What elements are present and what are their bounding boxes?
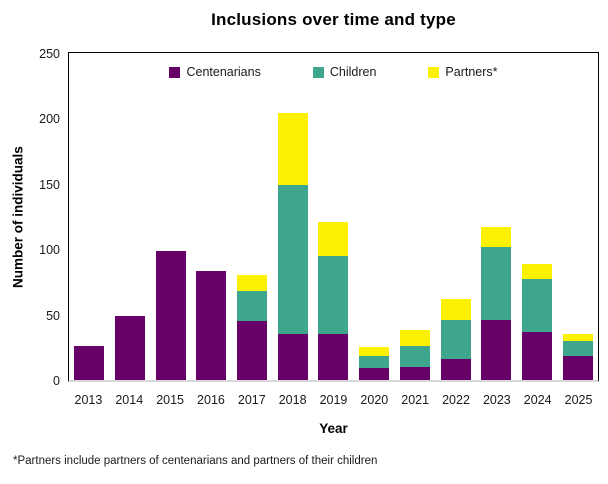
y-axis-title: Number of individuals: [10, 146, 26, 288]
bar-segment-partners-2019: [318, 221, 349, 256]
plot-area: Centenarians Children Partners* 0 50 100 150 2…: [39, 47, 599, 388]
bar-segment-centenarians-2017: [237, 321, 268, 380]
bar-segment-partners-2023: [481, 227, 512, 247]
bar-slot-2017: [232, 53, 273, 380]
bar-2023: [481, 227, 512, 380]
bars-container: [69, 53, 598, 380]
bar-segment-centenarians-2015: [155, 250, 186, 380]
x-tick-2020: 2020: [360, 393, 389, 407]
bar-segment-partners-2024: [521, 263, 552, 280]
y-tick-50: 50: [46, 308, 60, 323]
y-tick-0: 0: [53, 374, 60, 388]
x-axis-ticks: 2013 2014 2015 2016 2017 2018 2019 2020 2021 2022…: [68, 393, 599, 407]
bar-2024: [521, 263, 552, 380]
footnote: *Partners include partners of centenaria…: [13, 455, 378, 467]
bar-segment-children-2020: [359, 356, 390, 369]
bar-segment-children-2024: [521, 279, 552, 332]
bar-slot-2024: [517, 53, 558, 380]
x-axis-title: Year: [319, 421, 348, 436]
legend-label: Children: [329, 65, 377, 79]
bar-segment-centenarians-2018: [277, 334, 308, 380]
y-tick-150: 150: [39, 177, 60, 192]
bar-segment-centenarians-2022: [440, 359, 471, 380]
bar-segment-partners-2025: [562, 334, 593, 341]
bar-2015: [155, 250, 186, 380]
bar-slot-2025: [557, 53, 598, 380]
bar-2016: [196, 271, 227, 380]
x-tick-2016: 2016: [197, 393, 225, 407]
legend-swatch-centenarians: [169, 66, 181, 78]
x-tick-2021: 2021: [401, 393, 430, 407]
bar-slot-2014: [110, 53, 151, 380]
bar-slot-2021: [395, 53, 436, 380]
bar-2025: [562, 334, 593, 380]
bar-segment-children-2025: [562, 340, 593, 357]
legend-label: Partners*: [445, 65, 498, 79]
bar-segment-children-2021: [399, 346, 430, 367]
bar-segment-centenarians-2024: [521, 331, 552, 380]
bar-2013: [74, 346, 105, 380]
bar-segment-children-2018: [277, 185, 308, 335]
bar-segment-children-2017: [237, 291, 268, 322]
y-tick-100: 100: [39, 243, 60, 258]
bar-slot-2016: [191, 53, 232, 380]
bar-segment-centenarians-2014: [115, 315, 146, 380]
bar-segment-centenarians-2019: [318, 334, 349, 380]
x-tick-2018: 2018: [278, 393, 307, 407]
bar-slot-2022: [435, 53, 476, 380]
bar-slot-2015: [150, 53, 191, 380]
bar-segment-centenarians-2025: [562, 356, 593, 380]
x-tick-2023: 2023: [482, 393, 511, 407]
bar-slot-2023: [476, 53, 517, 380]
y-tick-250: 250: [39, 47, 60, 61]
x-tick-2014: 2014: [115, 393, 144, 407]
legend-swatch-children: [312, 66, 324, 78]
chart-title: Inclusions over time and type: [211, 10, 456, 29]
legend-swatch-partners: [428, 66, 440, 78]
bar-segment-centenarians-2020: [359, 368, 390, 380]
bar-2020: [359, 347, 390, 380]
bar-segment-centenarians-2023: [481, 319, 512, 380]
bar-slot-2020: [354, 53, 395, 380]
x-tick-2024: 2024: [523, 393, 552, 407]
bar-2018: [277, 113, 308, 380]
bar-2017: [237, 275, 268, 380]
bar-2019: [318, 221, 349, 380]
x-tick-2017: 2017: [237, 393, 266, 407]
bar-segment-partners-2020: [359, 347, 390, 357]
legend: Centenarians Children Partners*: [69, 65, 598, 79]
bar-slot-2013: [69, 53, 110, 380]
bar-2014: [115, 315, 146, 380]
bar-segment-partners-2017: [237, 275, 268, 292]
x-tick-2015: 2015: [156, 393, 185, 407]
bar-segment-partners-2018: [277, 113, 308, 186]
x-tick-2022: 2022: [442, 393, 470, 407]
legend-item-partners: Partners*: [428, 65, 498, 79]
bar-segment-children-2019: [318, 255, 349, 335]
bar-2022: [440, 298, 471, 380]
bar-2021: [399, 330, 430, 380]
legend-item-centenarians: Centenarians: [169, 65, 261, 79]
bar-segment-partners-2021: [399, 330, 430, 346]
legend-label: Centenarians: [186, 65, 261, 79]
x-tick-2019: 2019: [319, 393, 348, 407]
bar-slot-2019: [313, 53, 354, 380]
x-tick-2013: 2013: [74, 393, 103, 407]
bar-segment-centenarians-2013: [74, 346, 105, 380]
bar-segment-centenarians-2016: [196, 271, 227, 380]
bar-segment-children-2022: [440, 319, 471, 360]
bar-segment-partners-2022: [440, 298, 471, 320]
bar-segment-children-2023: [481, 246, 512, 320]
y-tick-200: 200: [39, 112, 60, 127]
x-tick-2025: 2025: [564, 393, 593, 407]
bar-segment-centenarians-2021: [399, 366, 430, 380]
bar-slot-2018: [272, 53, 313, 380]
legend-item-children: Children: [312, 65, 377, 79]
